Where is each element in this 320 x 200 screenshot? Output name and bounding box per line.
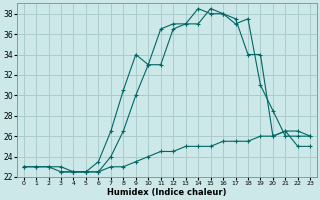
X-axis label: Humidex (Indice chaleur): Humidex (Indice chaleur)	[107, 188, 227, 197]
